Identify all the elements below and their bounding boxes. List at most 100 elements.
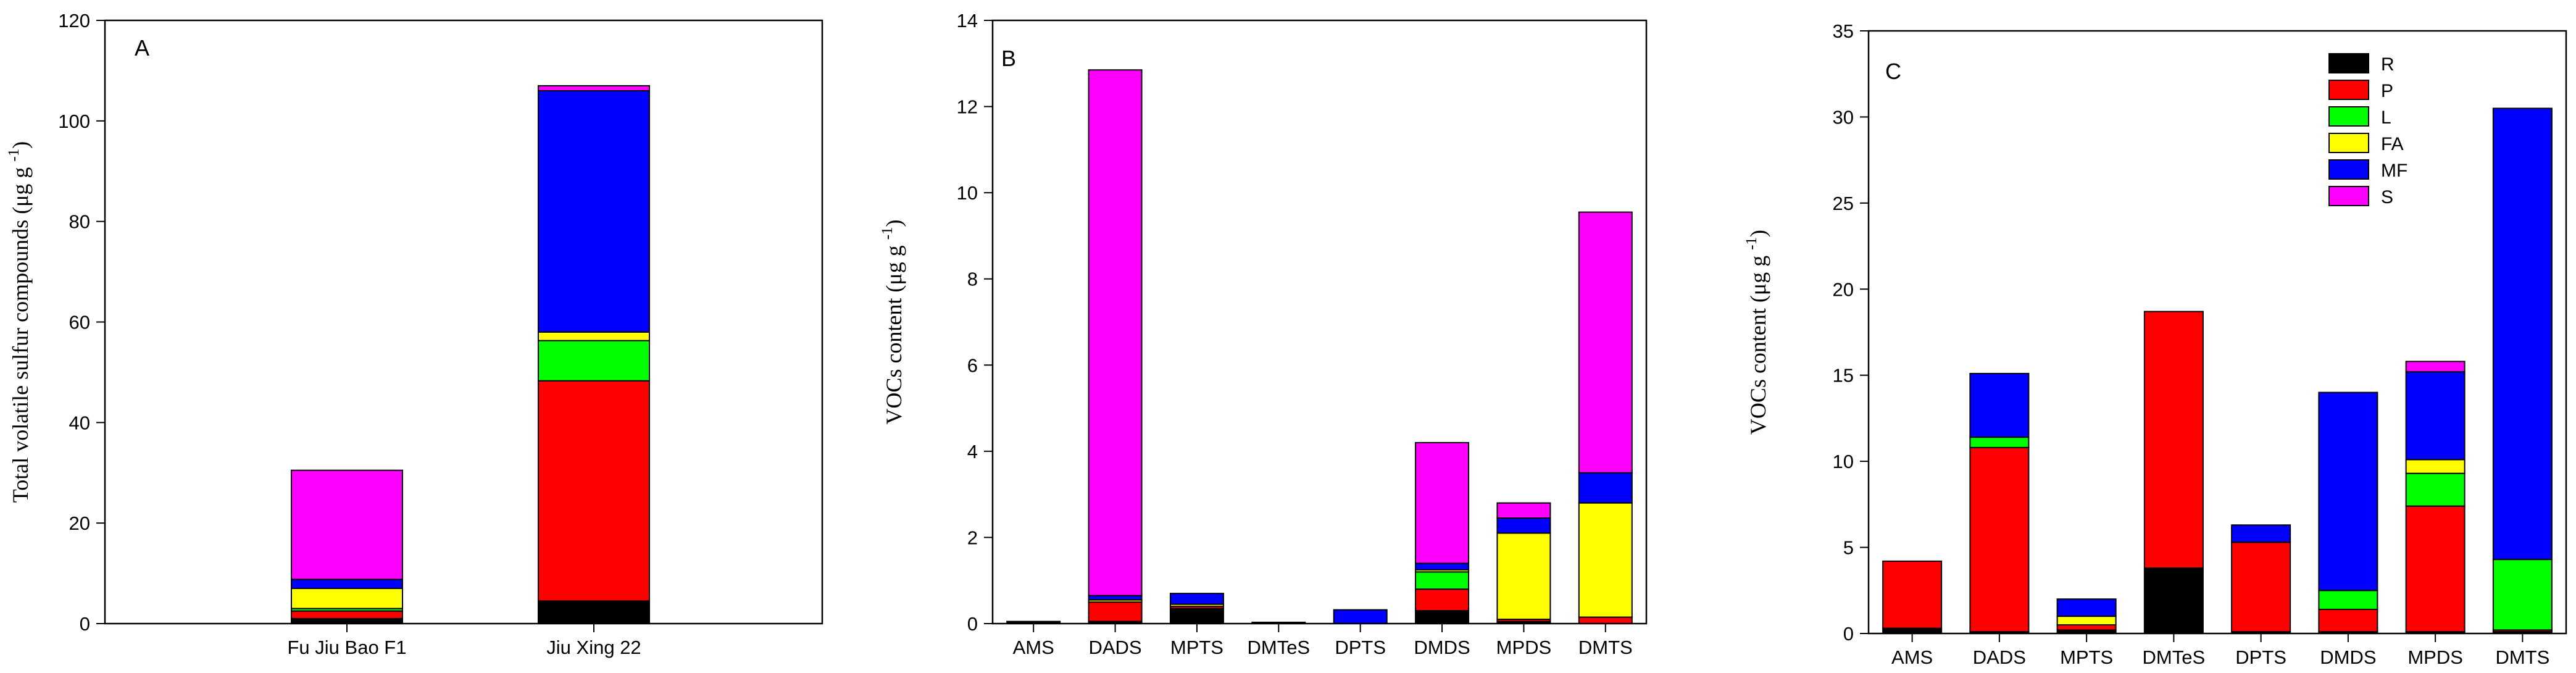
bar-segment-fa xyxy=(1578,502,1633,618)
y-tick-label: 80 xyxy=(69,211,90,233)
bar-segment-mf xyxy=(2405,371,2466,461)
legend-swatch-l xyxy=(2328,106,2369,127)
x-tick-label: Jiu Xing 22 xyxy=(546,637,641,658)
bar-segment-r xyxy=(1169,608,1224,625)
y-tick-label: 30 xyxy=(1833,106,1854,128)
bar-segment-s xyxy=(1496,502,1551,519)
bar-segment-s xyxy=(1088,69,1143,596)
legend-label-l: L xyxy=(2381,107,2391,128)
bar-segment-s xyxy=(538,85,650,91)
bar-segment-fa xyxy=(291,588,403,609)
bar-segment-mf xyxy=(1578,472,1633,504)
bar-segment-p xyxy=(291,610,403,619)
y-tick-label: 4 xyxy=(967,441,978,462)
x-tick-label: DMTS xyxy=(1578,637,1633,658)
x-tick-label: DMDS xyxy=(2320,646,2376,668)
bar-segment-mf xyxy=(1415,562,1470,571)
y-tick-label: 6 xyxy=(967,354,978,376)
bar-segment-mf xyxy=(1169,593,1224,605)
bar-segment-l xyxy=(2492,559,2553,631)
bar-segment-p xyxy=(1578,616,1633,625)
bar-segment-mf xyxy=(538,90,650,333)
bar-segment-l xyxy=(538,340,650,382)
bar-segment-fa xyxy=(2405,459,2466,474)
bar-segment-s xyxy=(1578,211,1633,474)
x-tick-label: DPTS xyxy=(1335,637,1386,658)
bar-segment-p xyxy=(2318,608,2378,633)
bar-segment-p xyxy=(2056,624,2117,631)
panel-label: B xyxy=(1001,46,1016,71)
panel-label: A xyxy=(135,35,149,61)
bar-segment-l xyxy=(1415,571,1470,590)
bar-segment-mf xyxy=(2231,524,2291,543)
bar-segment-mf xyxy=(1496,517,1551,534)
x-tick-label: DMDS xyxy=(1414,637,1470,658)
bar-segment-r xyxy=(538,600,650,624)
bar-segment-p xyxy=(538,380,650,602)
y-tick-label: 0 xyxy=(967,613,978,635)
x-tick-label: DADS xyxy=(1973,646,2026,668)
y-tick-label: 35 xyxy=(1833,20,1854,42)
y-tick-label: 60 xyxy=(69,312,90,333)
legend: RPL FA MF S xyxy=(2328,53,2407,207)
legend-label-fa: FA xyxy=(2381,134,2404,154)
chart-panel-A: 0 20 40 60 80 100 120 Fu Jiu Bao F1 Jiu Xing 22 A… xyxy=(6,10,823,658)
x-tick-label: DMTeS xyxy=(2143,646,2206,668)
y-tick-label: 10 xyxy=(1833,451,1854,472)
legend-label-p: P xyxy=(2381,81,2393,101)
y-tick-label: 5 xyxy=(1843,537,1854,559)
x-tick-label: MPDS xyxy=(2407,646,2463,668)
bar-segment-mf xyxy=(2318,391,2378,591)
bar-segment-mf xyxy=(1969,372,2030,438)
y-tick-label: 2 xyxy=(967,527,978,548)
plot-frame xyxy=(1867,30,2567,635)
bar-segment-l xyxy=(2405,472,2466,507)
y-tick-label: 8 xyxy=(967,269,978,290)
x-tick-label: DMTeS xyxy=(1247,637,1310,658)
legend-label-r: R xyxy=(2381,54,2395,75)
bar-segment-fa xyxy=(538,331,650,341)
legend-swatch-mf xyxy=(2328,159,2369,180)
x-tick-label: MPTS xyxy=(1170,637,1223,658)
bar-segment-mf xyxy=(1333,609,1388,625)
y-tick-label: 14 xyxy=(957,10,978,31)
plot-frame xyxy=(991,19,1648,625)
y-tick-label: 40 xyxy=(69,412,90,433)
y-axis-label: Total volatile sulfur compounds (μg g -1… xyxy=(6,141,33,503)
bar-segment-r xyxy=(1882,627,1943,634)
legend-label-mf: MF xyxy=(2381,161,2407,181)
bar-segment-mf xyxy=(2056,598,2117,617)
x-tick-label: DPTS xyxy=(2235,646,2286,668)
bar-segment-mf xyxy=(291,579,403,590)
legend-swatch-fa xyxy=(2328,133,2369,153)
legend-swatch-s xyxy=(2328,186,2369,206)
bar-segment-l xyxy=(2318,590,2378,610)
bar-segment-p xyxy=(1088,601,1143,622)
y-axis-label: VOCs content (μg g -1) xyxy=(1743,230,1770,435)
bar-segment-p xyxy=(1882,560,1943,629)
bar-segment-p xyxy=(2143,311,2204,569)
bar-segment-s xyxy=(291,469,403,580)
y-axis-label: VOCs content (μg g -1) xyxy=(879,219,906,424)
panel-label: C xyxy=(1885,59,1901,84)
x-tick-label: MPDS xyxy=(1496,637,1552,658)
y-tick-label: 10 xyxy=(957,182,978,204)
x-tick-label: DMTS xyxy=(2495,646,2549,668)
bar-segment-fa xyxy=(2056,616,2117,626)
y-tick-label: 20 xyxy=(69,512,90,534)
bar-segment-p xyxy=(1969,446,2030,633)
y-tick-label: 0 xyxy=(1843,623,1854,645)
y-tick-label: 12 xyxy=(957,96,978,118)
legend-swatch-r xyxy=(2328,53,2369,73)
bar-segment-fa xyxy=(1496,532,1551,621)
y-tick-label: 120 xyxy=(58,10,90,31)
bar-segment-s xyxy=(1415,441,1470,564)
bar-segment-p xyxy=(2231,541,2291,633)
bar-segment-mf xyxy=(2492,107,2553,561)
y-tick-label: 25 xyxy=(1833,193,1854,214)
y-tick-label: 0 xyxy=(80,613,90,635)
bar-segment-s xyxy=(2405,361,2466,373)
y-tick-label: 100 xyxy=(58,111,90,132)
bar-segment-p xyxy=(1415,588,1470,612)
